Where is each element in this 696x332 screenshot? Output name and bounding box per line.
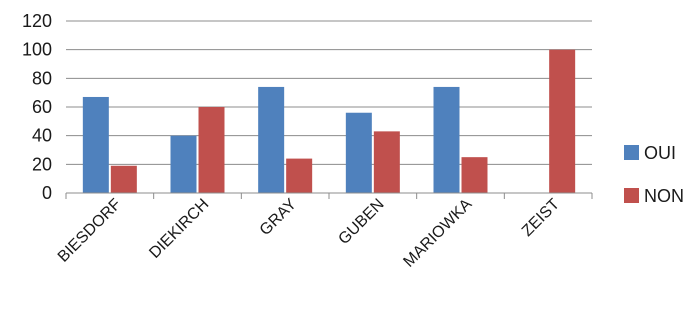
bar-oui-diekirch (170, 135, 197, 193)
category-label: DIEKIRCH (146, 196, 212, 262)
bar-oui-guben (345, 112, 372, 193)
grid-lines (66, 20, 592, 194)
bar-non-guben (373, 131, 400, 193)
bar-oui-biesdorf (82, 96, 109, 193)
x-axis (65, 192, 593, 199)
y-tick-label: 40 (32, 126, 52, 146)
category-label: BIESDORF (55, 196, 125, 266)
bars (82, 49, 576, 193)
bar-non-zeist (549, 49, 576, 193)
legend-swatch-oui (624, 145, 639, 160)
y-tick-label: 120 (22, 11, 52, 31)
category-label: ZEIST (519, 196, 563, 240)
legend-swatch-non (624, 188, 639, 203)
bar-non-diekirch (198, 107, 225, 193)
category-labels: BIESDORF DIEKIRCH GRAY GUBEN MARIOWKA ZEIST (55, 196, 563, 271)
y-axis-ticks: 0 20 40 60 80 100 120 (22, 11, 52, 203)
category-label: GUBEN (335, 196, 387, 248)
bar-oui-gray (258, 86, 285, 193)
bar-non-mariowka (461, 157, 488, 193)
legend: OUI NON (624, 143, 684, 206)
y-tick-label: 0 (42, 183, 52, 203)
bar-non-gray (286, 158, 313, 193)
y-tick-label: 100 (22, 40, 52, 60)
y-tick-label: 60 (32, 97, 52, 117)
y-tick-label: 80 (32, 68, 52, 88)
legend-label-oui: OUI (644, 143, 676, 163)
category-label: GRAY (257, 196, 300, 239)
category-label: MARIOWKA (400, 196, 475, 271)
y-tick-label: 20 (32, 154, 52, 174)
legend-label-non: NON (644, 186, 684, 206)
bar-non-biesdorf (110, 165, 137, 193)
bar-oui-mariowka (433, 86, 460, 193)
